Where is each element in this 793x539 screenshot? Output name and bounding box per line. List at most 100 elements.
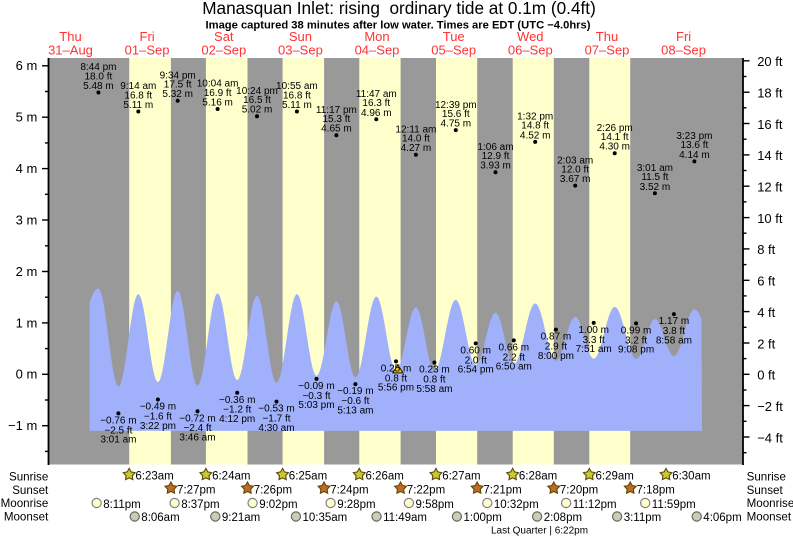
svg-text:6:25am: 6:25am bbox=[289, 471, 327, 483]
svg-text:0.25 m: 0.25 m bbox=[381, 364, 412, 375]
svg-text:2:26 pm: 2:26 pm bbox=[597, 123, 633, 134]
svg-text:3:22 pm: 3:22 pm bbox=[140, 421, 176, 432]
svg-text:11.5 ft: 11.5 ft bbox=[641, 172, 668, 183]
svg-text:Thu: Thu bbox=[596, 29, 618, 44]
svg-text:3.52 m: 3.52 m bbox=[640, 182, 671, 193]
svg-text:4.52 m: 4.52 m bbox=[520, 130, 551, 141]
svg-text:3:01 am: 3:01 am bbox=[637, 163, 673, 174]
svg-text:6:54 pm: 6:54 pm bbox=[458, 365, 494, 376]
svg-text:3.3 ft: 3.3 ft bbox=[583, 335, 605, 346]
svg-text:12.0 ft: 12.0 ft bbox=[561, 164, 589, 175]
svg-text:4:30 am: 4:30 am bbox=[258, 423, 294, 434]
svg-text:2.2 ft: 2.2 ft bbox=[503, 352, 525, 363]
svg-text:Moonrise: Moonrise bbox=[1, 497, 49, 510]
svg-text:4:06pm: 4:06pm bbox=[703, 512, 741, 524]
svg-text:−1.6 ft: −1.6 ft bbox=[144, 411, 172, 422]
svg-text:12 ft: 12 ft bbox=[757, 180, 783, 195]
svg-text:10:35am: 10:35am bbox=[303, 512, 348, 524]
svg-text:5:13 am: 5:13 am bbox=[337, 405, 373, 416]
svg-text:5:56 pm: 5:56 pm bbox=[378, 383, 414, 394]
svg-text:8:37pm: 8:37pm bbox=[181, 499, 219, 511]
svg-text:−2.4 ft: −2.4 ft bbox=[183, 423, 211, 434]
svg-text:−0.53 m: −0.53 m bbox=[258, 404, 294, 415]
svg-text:11:47 am: 11:47 am bbox=[356, 89, 397, 100]
svg-text:15.3 ft: 15.3 ft bbox=[322, 114, 350, 125]
svg-text:5 m: 5 m bbox=[16, 110, 38, 125]
svg-text:08–Sep: 08–Sep bbox=[661, 42, 706, 57]
svg-text:4 m: 4 m bbox=[16, 161, 38, 176]
svg-text:10:24 pm: 10:24 pm bbox=[236, 86, 278, 97]
svg-text:0 m: 0 m bbox=[16, 367, 38, 382]
svg-text:9:14 am: 9:14 am bbox=[120, 81, 156, 92]
svg-text:−2.5 ft: −2.5 ft bbox=[104, 425, 132, 436]
svg-text:Manasquan Inlet: rising ordin: Manasquan Inlet: rising ordinary tide at… bbox=[202, 0, 596, 18]
svg-text:−1 m: −1 m bbox=[8, 418, 37, 433]
svg-text:9:58pm: 9:58pm bbox=[416, 499, 454, 511]
svg-text:7:24pm: 7:24pm bbox=[330, 484, 368, 496]
svg-text:Image captured 38 minutes afte: Image captured 38 minutes after low wate… bbox=[206, 20, 591, 32]
svg-text:14.8 ft: 14.8 ft bbox=[521, 121, 549, 132]
svg-text:Moonset: Moonset bbox=[4, 510, 49, 523]
svg-text:2 m: 2 m bbox=[16, 264, 38, 279]
svg-text:1 m: 1 m bbox=[16, 315, 38, 330]
svg-text:Sunrise: Sunrise bbox=[9, 471, 48, 484]
svg-text:6:26am: 6:26am bbox=[366, 471, 404, 483]
svg-text:18 ft: 18 ft bbox=[757, 86, 783, 101]
svg-text:−0.6 ft: −0.6 ft bbox=[341, 396, 369, 407]
svg-text:10:32pm: 10:32pm bbox=[494, 499, 539, 511]
svg-text:4.96 m: 4.96 m bbox=[361, 108, 392, 119]
svg-text:Mon: Mon bbox=[364, 29, 389, 44]
svg-text:07–Sep: 07–Sep bbox=[585, 42, 630, 57]
svg-text:11:17 pm: 11:17 pm bbox=[316, 105, 357, 116]
svg-text:16.8 ft: 16.8 ft bbox=[283, 90, 311, 101]
svg-text:13.6 ft: 13.6 ft bbox=[680, 140, 708, 151]
svg-text:7:26pm: 7:26pm bbox=[254, 484, 292, 496]
svg-text:12.9 ft: 12.9 ft bbox=[482, 151, 510, 162]
svg-text:18.0 ft: 18.0 ft bbox=[84, 71, 112, 82]
svg-text:06–Sep: 06–Sep bbox=[508, 42, 553, 57]
svg-text:3.93 m: 3.93 m bbox=[480, 161, 511, 172]
svg-text:−0.76 m: −0.76 m bbox=[100, 416, 136, 427]
svg-text:0.87 m: 0.87 m bbox=[541, 332, 572, 343]
svg-text:17.5 ft: 17.5 ft bbox=[164, 80, 192, 91]
svg-text:5.11 m: 5.11 m bbox=[123, 100, 153, 111]
svg-text:02–Sep: 02–Sep bbox=[201, 42, 246, 57]
svg-text:0.99 m: 0.99 m bbox=[621, 326, 652, 337]
svg-text:8:11pm: 8:11pm bbox=[103, 499, 141, 511]
svg-text:8:44 pm: 8:44 pm bbox=[80, 62, 116, 73]
svg-text:6 ft: 6 ft bbox=[757, 274, 775, 289]
svg-text:4.14 m: 4.14 m bbox=[679, 150, 710, 161]
svg-text:6:23am: 6:23am bbox=[135, 471, 173, 483]
svg-text:2.0 ft: 2.0 ft bbox=[465, 355, 487, 366]
svg-text:3.67 m: 3.67 m bbox=[560, 174, 591, 185]
svg-text:Sunset: Sunset bbox=[747, 484, 784, 497]
svg-text:7:22pm: 7:22pm bbox=[407, 484, 445, 496]
svg-text:11:12pm: 11:12pm bbox=[573, 499, 617, 511]
svg-text:12:11 am: 12:11 am bbox=[395, 124, 436, 135]
svg-text:Fri: Fri bbox=[676, 29, 691, 44]
svg-text:6 m: 6 m bbox=[16, 58, 38, 73]
svg-text:11:59pm: 11:59pm bbox=[652, 499, 696, 511]
svg-text:0.60 m: 0.60 m bbox=[460, 346, 491, 357]
svg-text:0.8 ft: 0.8 ft bbox=[385, 373, 407, 384]
svg-text:1:00pm: 1:00pm bbox=[464, 512, 502, 524]
svg-text:Thu: Thu bbox=[59, 29, 81, 44]
svg-text:5.48 m: 5.48 m bbox=[83, 81, 114, 92]
svg-text:1:32 pm: 1:32 pm bbox=[517, 112, 553, 123]
svg-text:16.3 ft: 16.3 ft bbox=[362, 98, 390, 109]
svg-text:14.0 ft: 14.0 ft bbox=[402, 134, 430, 145]
svg-text:8 ft: 8 ft bbox=[757, 242, 775, 257]
svg-text:6:27am: 6:27am bbox=[442, 471, 480, 483]
svg-text:3.8 ft: 3.8 ft bbox=[663, 326, 685, 337]
svg-text:3:23 pm: 3:23 pm bbox=[676, 131, 712, 142]
svg-text:5:58 am: 5:58 am bbox=[416, 384, 452, 395]
svg-text:0.8 ft: 0.8 ft bbox=[423, 374, 445, 385]
svg-text:9:08 pm: 9:08 pm bbox=[618, 345, 654, 356]
svg-text:16.9 ft: 16.9 ft bbox=[204, 88, 232, 99]
svg-text:5.02 m: 5.02 m bbox=[242, 105, 273, 116]
svg-text:14.1 ft: 14.1 ft bbox=[601, 132, 629, 143]
svg-text:Wed: Wed bbox=[517, 29, 544, 44]
svg-text:1.00 m: 1.00 m bbox=[578, 325, 609, 336]
svg-text:Last Quarter | 6:22pm: Last Quarter | 6:22pm bbox=[491, 525, 588, 536]
svg-text:6:29am: 6:29am bbox=[596, 471, 634, 483]
